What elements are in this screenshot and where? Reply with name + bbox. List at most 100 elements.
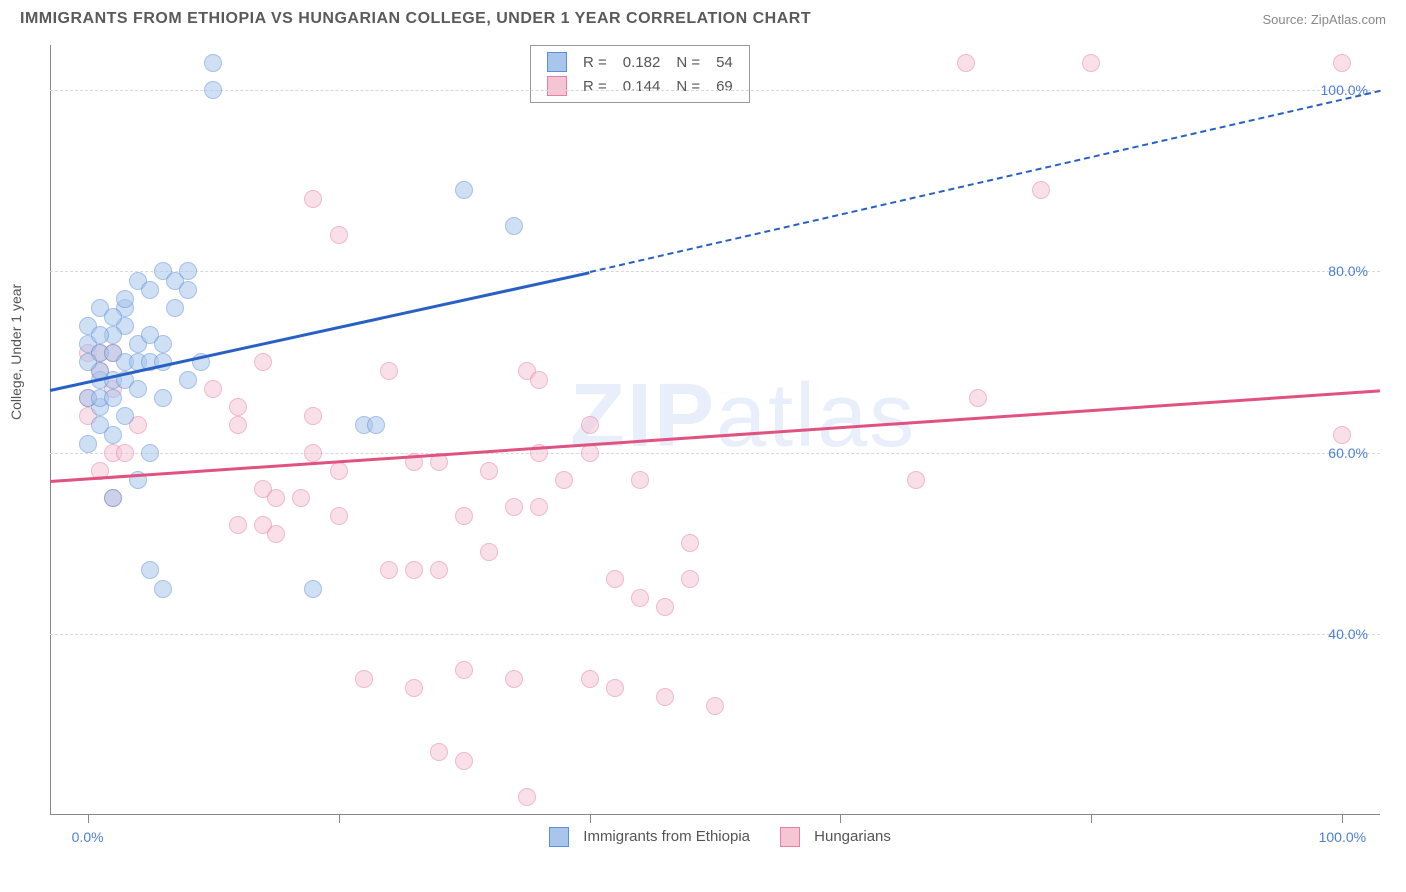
point-ethiopia (116, 407, 134, 425)
legend-swatch-icon (780, 827, 800, 847)
y-tick-label: 80.0% (1328, 263, 1368, 279)
x-tick (88, 815, 89, 823)
point-hungarians (430, 561, 448, 579)
grid-line (50, 634, 1380, 635)
y-tick-label: 40.0% (1328, 626, 1368, 642)
point-hungarians (254, 353, 272, 371)
point-ethiopia (116, 290, 134, 308)
point-hungarians (681, 534, 699, 552)
point-ethiopia (166, 299, 184, 317)
x-axis-line (50, 814, 1380, 815)
x-tick (339, 815, 340, 823)
grid-line (50, 90, 1380, 91)
point-hungarians (1333, 426, 1351, 444)
legend-n-value: 54 (708, 50, 741, 74)
point-hungarians (267, 525, 285, 543)
point-hungarians (581, 444, 599, 462)
point-hungarians (656, 688, 674, 706)
x-tick (1091, 815, 1092, 823)
point-hungarians (405, 561, 423, 579)
point-hungarians (330, 226, 348, 244)
point-hungarians (455, 661, 473, 679)
point-ethiopia (129, 380, 147, 398)
legend-swatch-icon (549, 827, 569, 847)
point-ethiopia (141, 281, 159, 299)
legend-swatch-icon (547, 76, 567, 96)
point-hungarians (631, 471, 649, 489)
point-ethiopia (91, 416, 109, 434)
x-tick (840, 815, 841, 823)
x-tick (590, 815, 591, 823)
legend-item: Immigrants from Ethiopia (539, 828, 750, 845)
point-hungarians (706, 697, 724, 715)
series-legend: Immigrants from Ethiopia Hungarians (50, 827, 1380, 847)
point-hungarians (656, 598, 674, 616)
legend-n-label: N = (668, 74, 708, 98)
point-hungarians (581, 416, 599, 434)
point-ethiopia (179, 262, 197, 280)
point-ethiopia (79, 435, 97, 453)
point-ethiopia (154, 389, 172, 407)
legend-r-value: 0.144 (615, 74, 669, 98)
trend-ethiopia-dashed (589, 90, 1380, 273)
point-hungarians (957, 54, 975, 72)
point-hungarians (455, 752, 473, 770)
point-hungarians (330, 507, 348, 525)
point-hungarians (380, 362, 398, 380)
point-ethiopia (104, 389, 122, 407)
point-hungarians (631, 589, 649, 607)
grid-line (50, 271, 1380, 272)
point-hungarians (229, 398, 247, 416)
point-hungarians (681, 570, 699, 588)
x-tick-label: 100.0% (1319, 829, 1366, 845)
legend-r-value: 0.182 (615, 50, 669, 74)
plot-area: ZIPatlas R =0.182N =54R =0.144N =69 Immi… (50, 45, 1380, 815)
point-hungarians (555, 471, 573, 489)
legend-swatch-icon (547, 52, 567, 72)
point-ethiopia (179, 281, 197, 299)
point-hungarians (304, 190, 322, 208)
trend-hungarians (50, 389, 1380, 482)
point-hungarians (304, 444, 322, 462)
point-hungarians (1082, 54, 1100, 72)
point-hungarians (505, 498, 523, 516)
point-hungarians (292, 489, 310, 507)
point-ethiopia (367, 416, 385, 434)
legend-r-label: R = (575, 50, 615, 74)
point-ethiopia (204, 54, 222, 72)
x-tick (1342, 815, 1343, 823)
legend-n-value: 69 (708, 74, 741, 98)
point-hungarians (581, 670, 599, 688)
point-hungarians (480, 543, 498, 561)
chart-title: IMMIGRANTS FROM ETHIOPIA VS HUNGARIAN CO… (20, 10, 811, 28)
point-hungarians (606, 570, 624, 588)
point-hungarians (405, 679, 423, 697)
point-hungarians (969, 389, 987, 407)
point-ethiopia (104, 489, 122, 507)
point-hungarians (267, 489, 285, 507)
correlation-legend: R =0.182N =54R =0.144N =69 (530, 45, 750, 103)
grid-line (50, 453, 1380, 454)
y-tick-label: 60.0% (1328, 445, 1368, 461)
point-hungarians (530, 498, 548, 516)
point-ethiopia (304, 580, 322, 598)
point-hungarians (430, 743, 448, 761)
point-hungarians (204, 380, 222, 398)
point-ethiopia (179, 371, 197, 389)
point-hungarians (229, 416, 247, 434)
point-hungarians (907, 471, 925, 489)
point-hungarians (229, 516, 247, 534)
point-ethiopia (104, 308, 122, 326)
y-axis-line (50, 45, 51, 815)
point-ethiopia (505, 217, 523, 235)
x-tick-label: 0.0% (72, 829, 104, 845)
y-axis-label: College, Under 1 year (8, 284, 24, 420)
point-ethiopia (141, 444, 159, 462)
point-hungarians (455, 507, 473, 525)
point-hungarians (606, 679, 624, 697)
point-hungarians (1032, 181, 1050, 199)
point-hungarians (116, 444, 134, 462)
point-hungarians (1333, 54, 1351, 72)
point-ethiopia (91, 326, 109, 344)
point-hungarians (530, 371, 548, 389)
